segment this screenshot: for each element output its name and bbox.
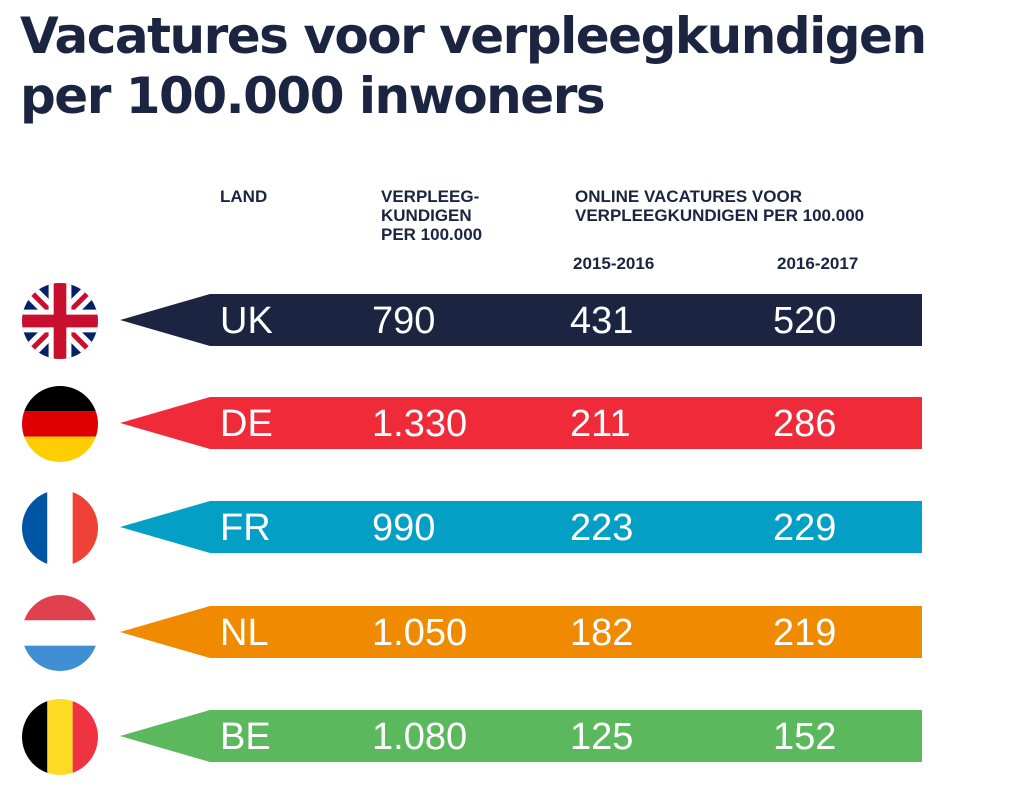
row-band-shape <box>120 606 922 658</box>
row-arrow-band <box>120 397 922 449</box>
table-row-be: BE 1.080 125 152 <box>0 696 1024 776</box>
cell-land: DE <box>220 403 273 445</box>
cell-land: BE <box>220 716 271 758</box>
row-arrow-band <box>120 710 922 762</box>
cell-2015-2016: 182 <box>570 612 634 654</box>
cell-nurses: 1.050 <box>372 612 468 654</box>
column-header-nurses: VERPLEEG- KUNDIGEN PER 100.000 <box>381 187 483 244</box>
row-band-shape <box>120 710 922 762</box>
cell-nurses: 1.080 <box>372 716 468 758</box>
netherlands-flag-icon <box>22 595 98 671</box>
row-arrow-band <box>120 606 922 658</box>
cell-2016-2017: 152 <box>773 716 837 758</box>
france-flag-icon <box>22 490 98 566</box>
union-jack-flag-icon <box>22 283 98 359</box>
cell-land: FR <box>220 507 271 549</box>
column-header-online-vacancies: ONLINE VACATURES VOOR VERPLEEGKUNDIGEN P… <box>575 187 865 225</box>
cell-2015-2016: 211 <box>570 403 631 445</box>
cell-2016-2017: 286 <box>773 403 837 445</box>
cell-2016-2017: 229 <box>773 507 837 549</box>
column-header-2016-2017: 2016-2017 <box>777 254 859 273</box>
row-band-shape <box>120 397 922 449</box>
column-header-land: LAND <box>220 187 268 206</box>
title-line-2: per 100.000 inwoners <box>20 67 606 125</box>
germany-flag-icon <box>22 386 98 462</box>
title-line-1: Vacatures voor verpleegkundigen <box>20 7 927 65</box>
row-arrow-band <box>120 294 922 346</box>
page-title: Vacatures voor verpleegkundigen per 100.… <box>20 6 1010 126</box>
cell-nurses: 1.330 <box>372 403 468 445</box>
cell-nurses: 990 <box>372 507 436 549</box>
table-row-uk: UK 790 431 520 <box>0 280 1024 360</box>
belgium-flag-icon <box>22 699 98 775</box>
cell-land: NL <box>220 612 269 654</box>
table-row-fr: FR 990 223 229 <box>0 487 1024 567</box>
cell-2016-2017: 520 <box>773 300 837 342</box>
cell-2016-2017: 219 <box>773 612 837 654</box>
row-band-shape <box>120 501 922 553</box>
row-arrow-band <box>120 501 922 553</box>
row-band-shape <box>120 294 922 346</box>
cell-2015-2016: 125 <box>570 716 634 758</box>
cell-2015-2016: 431 <box>570 300 634 342</box>
column-header-2015-2016: 2015-2016 <box>573 254 655 273</box>
table-row-de: DE 1.330 211 286 <box>0 383 1024 463</box>
cell-2015-2016: 223 <box>570 507 634 549</box>
cell-land: UK <box>220 300 273 342</box>
cell-nurses: 790 <box>372 300 436 342</box>
table-row-nl: NL 1.050 182 219 <box>0 592 1024 672</box>
